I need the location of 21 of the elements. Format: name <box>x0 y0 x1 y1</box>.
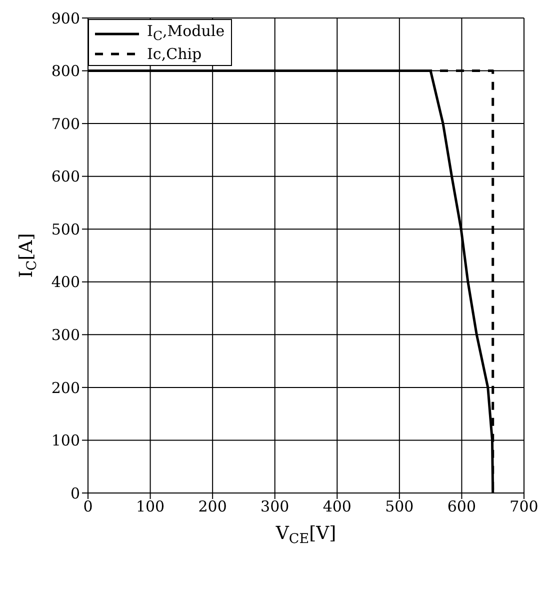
y-tick-label: 0 <box>70 484 80 502</box>
y-tick-label: 400 <box>51 273 80 292</box>
x-tick-label: 300 <box>260 498 290 516</box>
x-tick-label: 400 <box>322 498 352 516</box>
x-tick-label: 200 <box>198 498 227 516</box>
x-tick-label: 500 <box>385 498 414 516</box>
x-tick-label: 700 <box>510 498 538 516</box>
y-tick-label: 600 <box>51 168 80 186</box>
y-tick-label: 100 <box>51 432 80 450</box>
x-tick-label: 0 <box>83 498 93 516</box>
x-tick-label: 100 <box>136 498 165 516</box>
legend-label: Ic,Chip <box>147 45 202 63</box>
x-tick-label: 600 <box>447 498 476 516</box>
y-tick-label: 500 <box>51 220 80 238</box>
y-tick-label: 200 <box>51 378 80 397</box>
y-tick-label: 800 <box>51 62 80 80</box>
legend-label: I$_{C}$,Module <box>147 22 225 45</box>
x-axis-title: V$_{CE}$[V] <box>274 523 336 548</box>
y-tick-label: 700 <box>51 114 80 133</box>
y-tick-label: 900 <box>51 9 80 28</box>
y-tick-label: 300 <box>51 326 80 344</box>
